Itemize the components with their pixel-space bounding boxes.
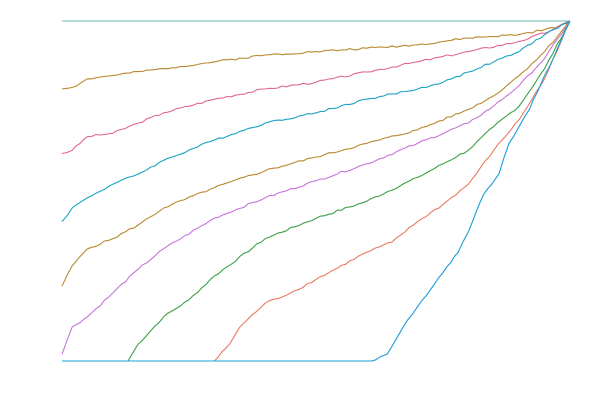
series-line-4 <box>61 20 571 222</box>
series-line-7 <box>62 20 571 362</box>
series-line-2 <box>61 20 571 90</box>
series-line-9 <box>62 20 571 362</box>
series-layer <box>61 20 571 362</box>
series-line-5 <box>61 20 571 287</box>
series-line-6 <box>61 20 571 355</box>
series-line-3 <box>61 20 571 155</box>
